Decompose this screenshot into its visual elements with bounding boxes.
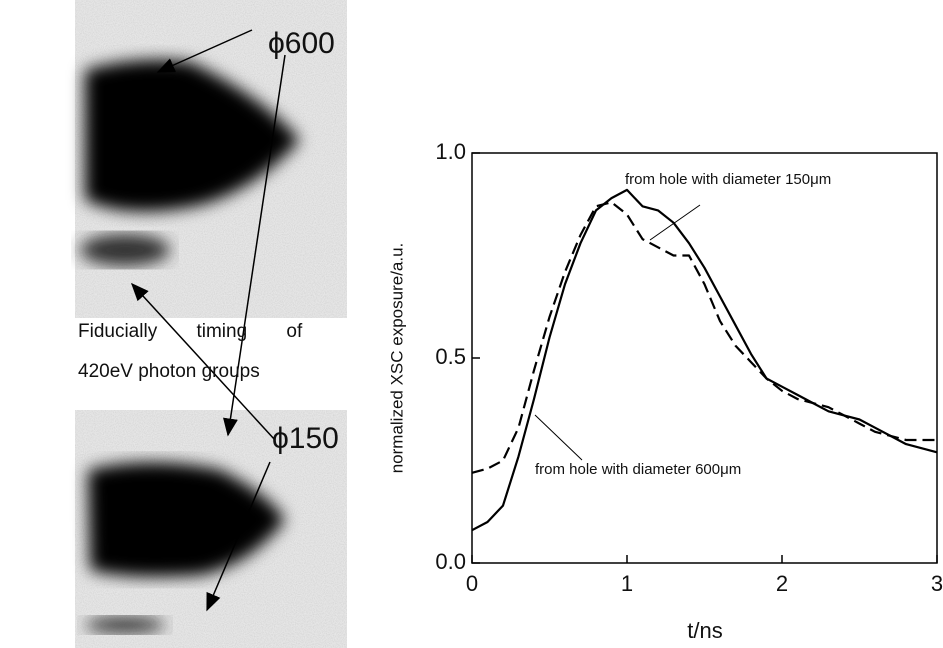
y-axis-label: normalized XSC exposure/a.u.: [387, 243, 406, 474]
arrow: [156, 29, 253, 73]
data-line: [471, 188, 938, 532]
caption: 420eV photon groups: [78, 361, 260, 382]
x-tick-label: 2: [776, 571, 788, 596]
annotation: from hole with diameter 150μm: [625, 171, 831, 188]
y-tick-label: 0.5: [435, 344, 466, 369]
y-tick-label: 0.0: [435, 549, 466, 574]
arrow: [130, 282, 276, 441]
x-axis-label: t/ns: [687, 618, 722, 643]
x-tick-label: 0: [466, 571, 478, 596]
image-label: ϕ600: [268, 27, 335, 60]
y-tick-label: 1.0: [435, 139, 466, 164]
arrow: [223, 54, 286, 437]
caption: Fiducially timing of: [78, 321, 303, 342]
plot-frame: [471, 152, 938, 564]
streak-blob: [80, 234, 170, 266]
image-label: ϕ150: [272, 422, 339, 455]
arrow: [206, 461, 271, 612]
annotation: from hole with diameter 600μm: [535, 461, 741, 478]
streak-blob: [88, 462, 285, 577]
data-line: [471, 201, 937, 474]
leader-line: [534, 414, 583, 461]
x-tick-label: 3: [931, 571, 943, 596]
chart: t/ns normalized XSC exposure/a.u. from h…: [387, 139, 943, 643]
x-tick-label: 1: [621, 571, 633, 596]
streak-blob: [85, 59, 300, 212]
streak-images: ϕ600 ϕ150 Fiducially timing of 420eV pho…: [75, 0, 347, 648]
streak-blob: [85, 617, 165, 633]
leader-line: [649, 204, 701, 241]
